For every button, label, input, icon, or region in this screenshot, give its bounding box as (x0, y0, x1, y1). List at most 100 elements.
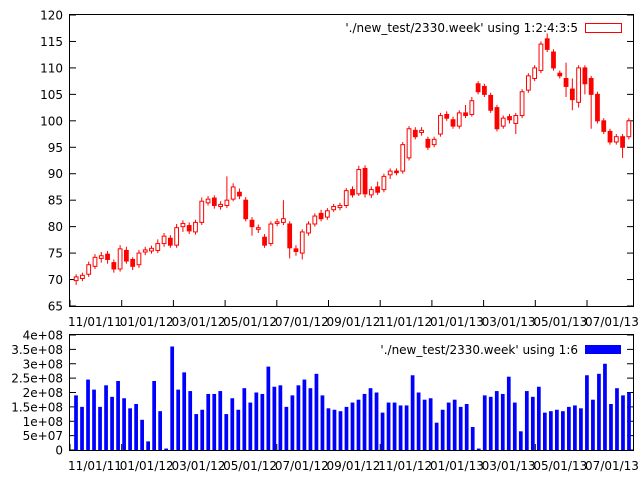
volume-bar (488, 396, 493, 450)
volume-bar (380, 412, 385, 450)
candle-body (538, 43, 544, 72)
candle-body (463, 112, 468, 117)
volume-xtick-label: 11/01/12 (378, 459, 432, 473)
volume-bar (470, 427, 475, 450)
volume-bar (122, 398, 126, 450)
volume-bar (188, 391, 193, 450)
volume-bar (597, 373, 601, 450)
candle-body (350, 189, 355, 196)
candle-body (507, 116, 512, 121)
volume-bar (368, 388, 373, 450)
candle-body (199, 200, 205, 223)
volume-bar (80, 406, 84, 450)
volume-ytick-label: 2.5e+08 (11, 372, 63, 386)
volume-plot-frame (69, 334, 634, 451)
candle-body (142, 249, 148, 253)
candle-body (525, 75, 531, 91)
candle-body (299, 231, 305, 254)
candle-body (576, 67, 581, 103)
candle-body (513, 115, 519, 124)
price-legend-swatch (585, 23, 622, 33)
volume-bar (254, 392, 259, 450)
volume-bar (194, 414, 199, 450)
candle-body (375, 186, 381, 193)
volume-bar (548, 411, 553, 450)
candle-body (324, 210, 330, 218)
candle-body (557, 72, 563, 77)
volume-bar (494, 391, 499, 450)
volume-bar (308, 388, 313, 450)
volume-bar (615, 388, 619, 450)
volume-bar (530, 396, 535, 450)
volume-bar (555, 409, 559, 450)
price-legend-label: './new_test/2330.week' using 1:2:4:3:5 (345, 21, 578, 35)
candle-body (400, 144, 406, 172)
candle-body (243, 199, 249, 220)
candle-body (281, 218, 286, 223)
price-xtick-label: 03/01/12 (171, 315, 225, 329)
price-ytick-label: 85 (48, 194, 63, 208)
volume-bar (116, 381, 120, 450)
candle-body (544, 38, 550, 50)
candle-body (425, 138, 431, 148)
candle-body (174, 227, 180, 246)
volume-bar (512, 402, 517, 450)
candle-body (394, 170, 399, 174)
candle-body (626, 120, 632, 138)
candle-body (136, 252, 142, 266)
volume-bar (272, 386, 277, 450)
volume-ytick-label: 3.5e+08 (11, 343, 63, 357)
price-ytick-label: 100 (40, 114, 63, 128)
volume-xtick-label: 03/01/12 (171, 459, 225, 473)
volume-ytick-label: 0 (55, 444, 63, 458)
volume-bar (164, 448, 169, 450)
candle-body (293, 248, 299, 253)
price-xtick-label: 05/01/13 (533, 315, 587, 329)
price-ytick-label: 75 (48, 247, 63, 261)
candle-body (387, 170, 393, 176)
candle-body (237, 191, 242, 197)
candle-body (287, 223, 293, 249)
volume-ytick-label: 2e+08 (23, 386, 63, 400)
price-xtick-label: 07/01/12 (275, 315, 329, 329)
volume-bar (74, 395, 78, 450)
volume-bar (320, 395, 325, 450)
volume-bar (266, 366, 271, 450)
volume-bar (591, 399, 595, 450)
volume-bar (170, 346, 175, 450)
candle-body (312, 215, 318, 225)
volume-bar (260, 393, 265, 450)
candle-body (111, 262, 117, 270)
volume-bar (218, 391, 223, 450)
volume-bar (603, 363, 607, 450)
volume-bar (242, 388, 247, 450)
candle-body (255, 227, 261, 230)
price-xtick-label: 01/01/12 (120, 315, 174, 329)
candle-body (613, 136, 619, 143)
volume-bar (374, 392, 379, 450)
price-xtick-label: 03/01/13 (482, 315, 536, 329)
volume-bar (200, 409, 205, 450)
volume-bar (110, 396, 114, 450)
candle-body (488, 94, 494, 111)
volume-panel: 05e+071e+081.5e+082e+082.5e+083e+083.5e+… (11, 329, 639, 474)
volume-bar (428, 398, 433, 450)
volume-bar (386, 402, 391, 450)
price-x-axis: 11/01/1101/01/1203/01/1205/01/1207/01/12… (68, 300, 639, 329)
candle-body (582, 67, 588, 85)
candle-body (406, 128, 412, 159)
volume-xtick-label: 07/01/12 (275, 459, 329, 473)
candle-body (249, 219, 255, 228)
volume-xtick-label: 05/01/13 (533, 459, 587, 473)
volume-bar (104, 385, 108, 450)
volume-bar (278, 385, 283, 450)
candle-body (230, 186, 236, 200)
volume-bar (176, 389, 181, 450)
volume-bar (362, 393, 367, 450)
volume-bar (452, 399, 457, 450)
volume-bar (446, 402, 451, 450)
candle-body (105, 253, 110, 260)
candle-body (124, 249, 129, 262)
